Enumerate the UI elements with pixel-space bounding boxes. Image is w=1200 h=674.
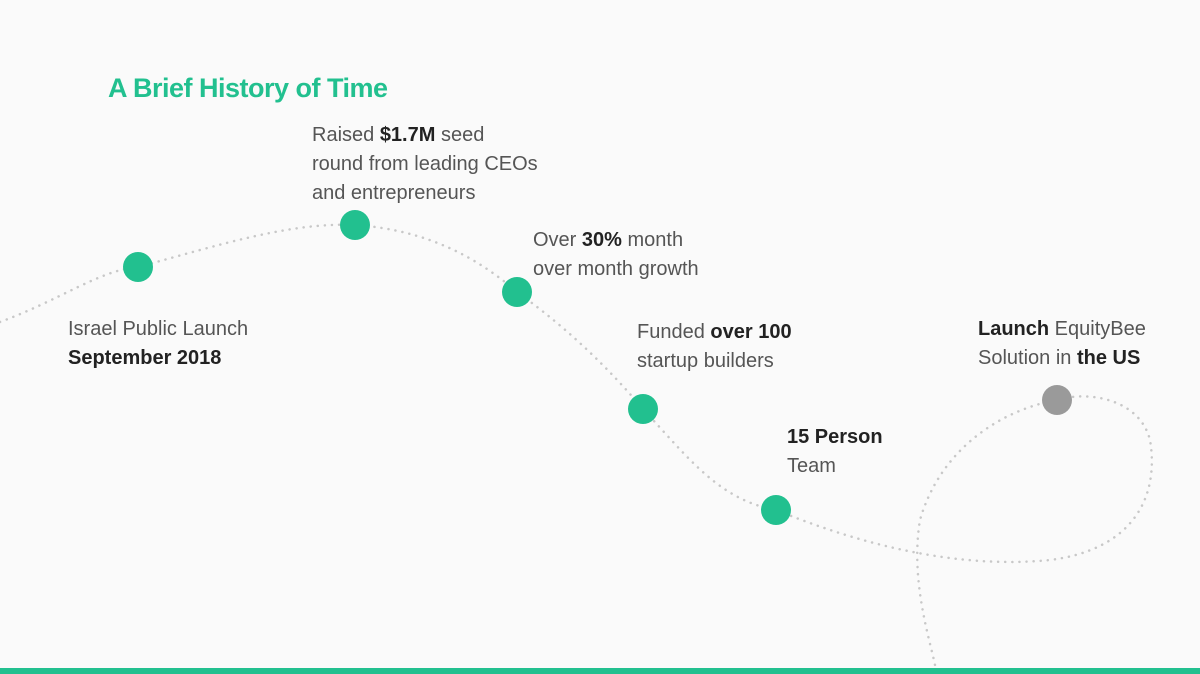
text-span: Over <box>533 229 582 251</box>
milestone-dot <box>628 394 658 424</box>
milestone-line: Over 30% month <box>533 229 683 251</box>
milestone-line: Team <box>787 455 836 477</box>
text-span: Team <box>787 455 836 477</box>
milestone-line: Launch EquityBee <box>978 318 1146 340</box>
bold-text: 15 Person <box>787 426 883 448</box>
text-span: Israel Public Launch <box>68 318 248 340</box>
milestone-line: and entrepreneurs <box>312 182 475 204</box>
bold-text: September 2018 <box>68 347 221 369</box>
milestone-line: September 2018 <box>68 347 221 369</box>
text-span: Solution in <box>978 347 1077 369</box>
text-span: round from leading CEOs <box>312 153 538 175</box>
milestone-line: 15 Person <box>787 426 883 448</box>
text-span: Funded <box>637 321 710 343</box>
milestone-dot <box>340 210 370 240</box>
bold-text: $1.7M <box>380 124 436 146</box>
text-span: over month growth <box>533 258 699 280</box>
milestone-line: round from leading CEOs <box>312 153 538 175</box>
milestone-line: Funded over 100 <box>637 321 792 343</box>
text-span: and entrepreneurs <box>312 182 475 204</box>
bold-text: the US <box>1077 347 1140 369</box>
title: A Brief History of Time <box>108 73 388 103</box>
milestone-dot <box>502 277 532 307</box>
milestone-line: Solution in the US <box>978 347 1140 369</box>
bottom-bar <box>0 668 1200 674</box>
milestone-line: over month growth <box>533 258 699 280</box>
milestone-dot <box>123 252 153 282</box>
bold-text: 30% <box>582 229 622 251</box>
text-span: seed <box>435 124 484 146</box>
milestone-dot <box>1042 385 1072 415</box>
milestone-dot <box>761 495 791 525</box>
text-span: month <box>622 229 683 251</box>
bold-text: Launch <box>978 318 1049 340</box>
text-span: EquityBee <box>1049 318 1146 340</box>
timeline-path <box>0 223 1154 667</box>
milestone-line: Raised $1.7M seed <box>312 124 484 146</box>
text-span: startup builders <box>637 350 774 372</box>
text-span: Raised <box>312 124 380 146</box>
milestone-line: startup builders <box>637 350 774 372</box>
milestone-line: Israel Public Launch <box>68 318 248 340</box>
bold-text: over 100 <box>710 321 791 343</box>
